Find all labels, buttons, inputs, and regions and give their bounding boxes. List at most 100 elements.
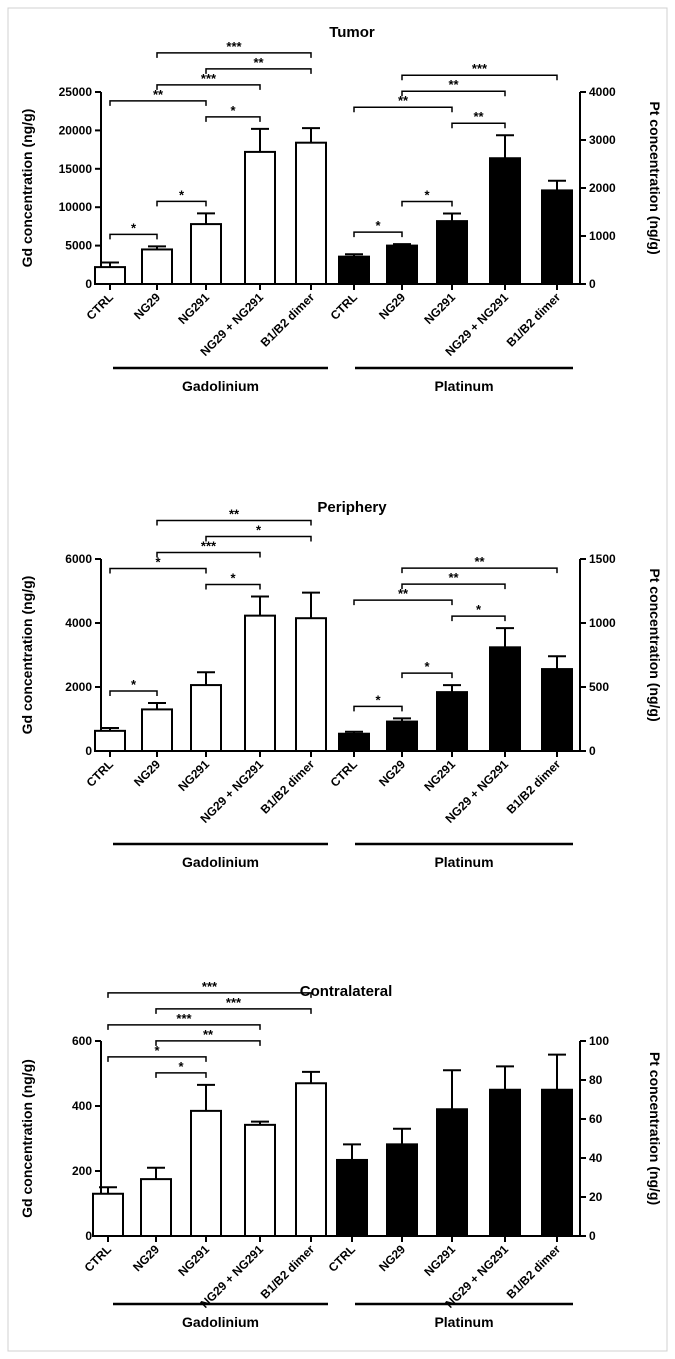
- panel-1-significance-bracket: [205, 116, 261, 122]
- panel-2-significance-bracket: [205, 583, 261, 590]
- panel-2-category-label: CTRL: [84, 757, 117, 790]
- panel-3-group-label-gadolinium: Gadolinium: [182, 1314, 259, 1330]
- panel-2-significance-label: *: [375, 692, 381, 707]
- panel-1-bar-gadolinium: [190, 223, 222, 285]
- panel-2-significance-label: **: [474, 554, 485, 569]
- panel-3-category-label: B1/B2 dimer: [504, 1242, 564, 1302]
- panel-3-group-label-platinum: Platinum: [434, 1314, 493, 1330]
- panel-3-category-label: CTRL: [326, 1242, 359, 1275]
- panel-3-left-axis-label: Gd concentration (ng/g): [19, 1059, 35, 1218]
- panel-2-bar-gadolinium: [244, 614, 276, 753]
- panel-3-category-label: B1/B2 dimer: [258, 1242, 318, 1302]
- panel-1-bar-platinum: [338, 255, 370, 286]
- panel-1-bar-gadolinium: [244, 150, 276, 285]
- panel-3-bar-platinum: [489, 1088, 521, 1237]
- panel-2-significance-bracket: [353, 599, 453, 606]
- panel-1-significance-label: **: [153, 87, 164, 102]
- panel-1-category-label: NG291: [421, 290, 458, 327]
- panel-3-right-tick-label: 20: [589, 1190, 603, 1204]
- panel-3-bar-gadolinium: [190, 1109, 222, 1237]
- panel-3-left-tick-label: 0: [85, 1229, 92, 1243]
- panel-1-left-axis-label: Gd concentration (ng/g): [19, 109, 35, 268]
- panel-3-significance-bracket: [155, 1040, 261, 1046]
- panel-1-significance-label: **: [448, 77, 459, 92]
- panel-1-significance-label: ***: [472, 61, 488, 76]
- panel-2-group-label-platinum: Platinum: [434, 854, 493, 870]
- panel-1-right-tick-label: 1000: [589, 229, 616, 243]
- panel-1-category-label: CTRL: [84, 290, 117, 323]
- panel-1-significance-bracket: [109, 100, 207, 106]
- panel-2-significance-label: *: [256, 522, 262, 537]
- panel-3-significance-label: ***: [202, 979, 218, 994]
- panel-3-significance-label: ***: [226, 995, 242, 1010]
- panel-1-significance-bracket: [353, 106, 453, 113]
- panel-3-significance-label: *: [178, 1059, 184, 1074]
- panel-2-significance-bracket: [109, 690, 158, 696]
- panel-1-category-label: NG29: [376, 290, 408, 322]
- panel-1-title: Tumor: [329, 24, 375, 41]
- panel-1-group-label-platinum: Platinum: [434, 378, 493, 394]
- panel-1-bar-gadolinium: [94, 266, 126, 286]
- panel-1-significance-label: ***: [226, 39, 242, 54]
- panel-3-significance-bracket: [155, 1008, 312, 1014]
- panel-1-right-tick-label: 3000: [589, 133, 616, 147]
- panel-2-significance-label: *: [155, 554, 161, 569]
- panel-3-significance-bracket: [107, 1056, 207, 1062]
- panel-3-bar-gadolinium: [295, 1082, 327, 1237]
- panel-3-category-label: NG29: [376, 1242, 408, 1274]
- panel-3-bar-gadolinium: [244, 1123, 276, 1237]
- panel-1-left-tick-label: 25000: [59, 85, 93, 99]
- panel-1-left-tick-label: 10000: [59, 200, 93, 214]
- panel-2-significance-bracket: [401, 567, 558, 574]
- panel-2-category-label: B1/B2 dimer: [258, 757, 318, 817]
- panel-2-significance-label: **: [448, 570, 459, 585]
- panel-1-significance-label: *: [131, 220, 137, 235]
- panel-2-significance-bracket: [205, 535, 312, 542]
- panel-3-bar-gadolinium: [92, 1192, 124, 1237]
- panel-2-bar-platinum: [489, 646, 521, 753]
- panel-2-significance-bracket: [109, 567, 207, 574]
- panel-1-category-label: CTRL: [328, 290, 361, 323]
- panel-2-bar-gadolinium: [295, 617, 327, 753]
- panel-3-significance-bracket: [107, 1024, 261, 1030]
- panel-1-significance-label: **: [253, 55, 264, 70]
- panel-1-left-tick-label: 15000: [59, 162, 93, 176]
- panel-3-right-tick-label: 40: [589, 1151, 603, 1165]
- panel-2-significance-bracket: [156, 519, 312, 526]
- panel-3-bar-platinum: [386, 1143, 418, 1237]
- panel-1-significance-bracket: [353, 231, 403, 238]
- panel-3-category-label: NG291: [175, 1242, 212, 1279]
- panel-1-bar-platinum: [386, 244, 418, 286]
- panel-3-bar-platinum: [436, 1108, 468, 1237]
- panel-2-right-tick-label: 1500: [589, 552, 616, 566]
- panel-1-significance-bracket: [205, 68, 312, 74]
- panel-2-significance-label: ***: [201, 538, 217, 553]
- panel-1-significance-bracket: [156, 84, 261, 90]
- panel-2-significance-bracket: [156, 551, 261, 558]
- panel-2-significance-label: *: [424, 659, 430, 674]
- panel-2-significance-label: **: [398, 586, 409, 601]
- panel-3-bar-platinum: [336, 1158, 368, 1237]
- panel-1-significance-label: ***: [201, 71, 217, 86]
- panel-3-significance-label: **: [203, 1027, 214, 1042]
- panel-1-significance-bracket: [451, 122, 506, 129]
- panel-2-category-label: NG291: [421, 757, 458, 794]
- panel-2-category-label: NG29: [376, 757, 408, 789]
- panel-1-significance-bracket: [401, 200, 453, 207]
- panel-3-left-tick-label: 400: [72, 1099, 92, 1113]
- panel-3-category-label: NG291: [421, 1242, 458, 1279]
- panel-3-right-axis-label: Pt concentration (ng/g): [647, 1052, 663, 1205]
- panel-3-left-tick-label: 600: [72, 1034, 92, 1048]
- panel-1-significance-bracket: [401, 74, 558, 81]
- panel-1-category-label: NG29: [131, 290, 163, 322]
- panel-1-bar-gadolinium: [141, 248, 173, 286]
- panel-2-category-label: B1/B2 dimer: [504, 757, 564, 817]
- panel-1-right-tick-label: 2000: [589, 181, 616, 195]
- panel-2-group-label-gadolinium: Gadolinium: [182, 854, 259, 870]
- panel-2-bar-gadolinium: [190, 684, 222, 753]
- panel-2-significance-bracket: [401, 672, 453, 679]
- panel-1-category-label: B1/B2 dimer: [504, 290, 564, 350]
- panel-2-category-label: NG291: [175, 757, 212, 794]
- panel-2-left-axis-label: Gd concentration (ng/g): [19, 576, 35, 735]
